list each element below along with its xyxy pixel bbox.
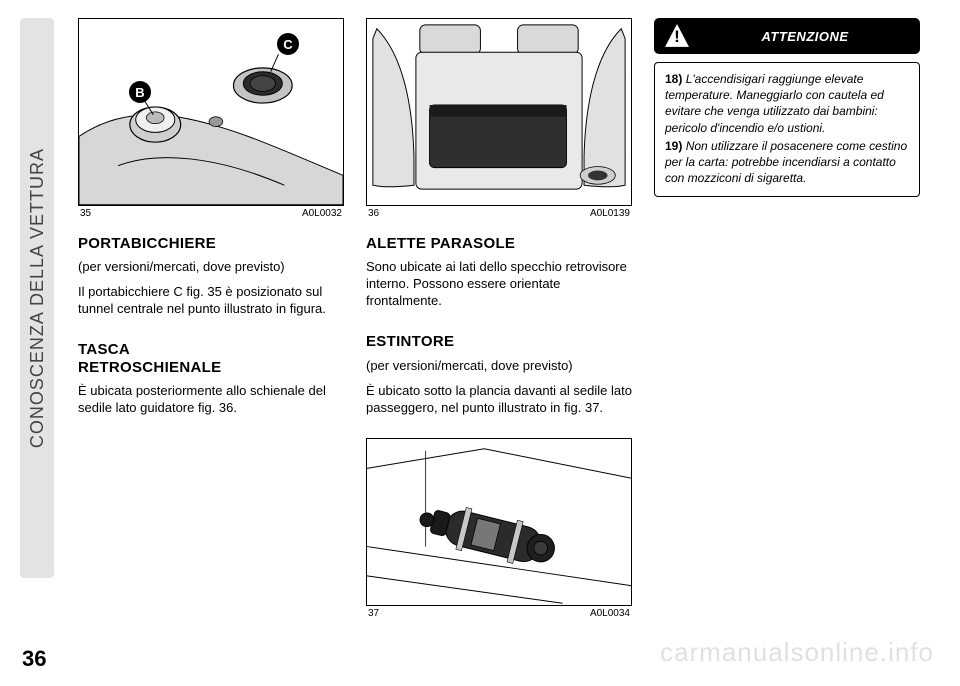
para-2-2: (per versioni/mercati, dove previsto)	[366, 357, 632, 374]
heading-tasca-a: TASCA	[78, 341, 344, 358]
warning-item-18: 18) L'accendisigari raggiunge elevate te…	[665, 71, 909, 136]
heading-alette: ALETTE PARASOLE	[366, 235, 632, 252]
content-columns: B C 35 A0L0032 PORTABICCHIERE (per versi…	[78, 18, 920, 636]
page-number: 36	[22, 646, 46, 672]
warning-item-19: 19) Non utilizzare il posacenere come ce…	[665, 138, 909, 187]
warning-item-19-num: 19)	[665, 139, 682, 153]
warning-box: 18) L'accendisigari raggiunge elevate te…	[654, 62, 920, 197]
warning-label: ATTENZIONE	[700, 29, 910, 44]
watermark: carmanualsonline.info	[660, 637, 934, 668]
figure-35-num: 35	[80, 208, 91, 219]
figure-37-num: 37	[368, 608, 379, 619]
warning-item-18-text: L'accendisigari raggiunge elevate temper…	[665, 72, 884, 135]
para-2-1: Sono ubicate ai lati dello specchio retr…	[366, 258, 632, 309]
figure-37-footer: 37 A0L0034	[366, 608, 632, 619]
warning-icon	[664, 23, 690, 49]
figure-35: B C	[78, 18, 344, 206]
callout-b: B	[129, 81, 151, 103]
para-1-1: (per versioni/mercati, dove previsto)	[78, 258, 344, 275]
callout-c: C	[277, 33, 299, 55]
figure-36-svg	[367, 19, 631, 205]
column-3: ATTENZIONE 18) L'accendisigari raggiunge…	[654, 18, 920, 636]
section-tab-label: CONOSCENZA DELLA VETTURA	[27, 148, 48, 448]
figure-36-footer: 36 A0L0139	[366, 208, 632, 219]
figure-35-footer: 35 A0L0032	[78, 208, 344, 219]
warning-item-19-text: Non utilizzare il posacenere come cestin…	[665, 139, 907, 185]
figure-37-code: A0L0034	[590, 608, 630, 619]
warning-header: ATTENZIONE	[654, 18, 920, 54]
column-2: 36 A0L0139 ALETTE PARASOLE Sono ubicate …	[366, 18, 632, 636]
figure-37	[366, 438, 632, 606]
para-2-3: È ubicato sotto la plancia davanti al se…	[366, 382, 632, 416]
figure-36-code: A0L0139	[590, 208, 630, 219]
column-1: B C 35 A0L0032 PORTABICCHIERE (per versi…	[78, 18, 344, 636]
para-1-3: È ubicata posteriormente allo schienale …	[78, 382, 344, 416]
heading-portabicchiere: PORTABICCHIERE	[78, 235, 344, 252]
figure-36-num: 36	[368, 208, 379, 219]
figure-37-svg	[367, 439, 631, 605]
figure-35-code: A0L0032	[302, 208, 342, 219]
para-1-2: Il portabicchiere C fig. 35 è posizionat…	[78, 283, 344, 317]
heading-tasca-b: RETROSCHIENALE	[78, 359, 344, 376]
heading-estintore: ESTINTORE	[366, 333, 632, 350]
warning-item-18-num: 18)	[665, 72, 682, 86]
figure-35-svg	[79, 19, 343, 205]
figure-36	[366, 18, 632, 206]
section-tab: CONOSCENZA DELLA VETTURA	[20, 18, 54, 578]
